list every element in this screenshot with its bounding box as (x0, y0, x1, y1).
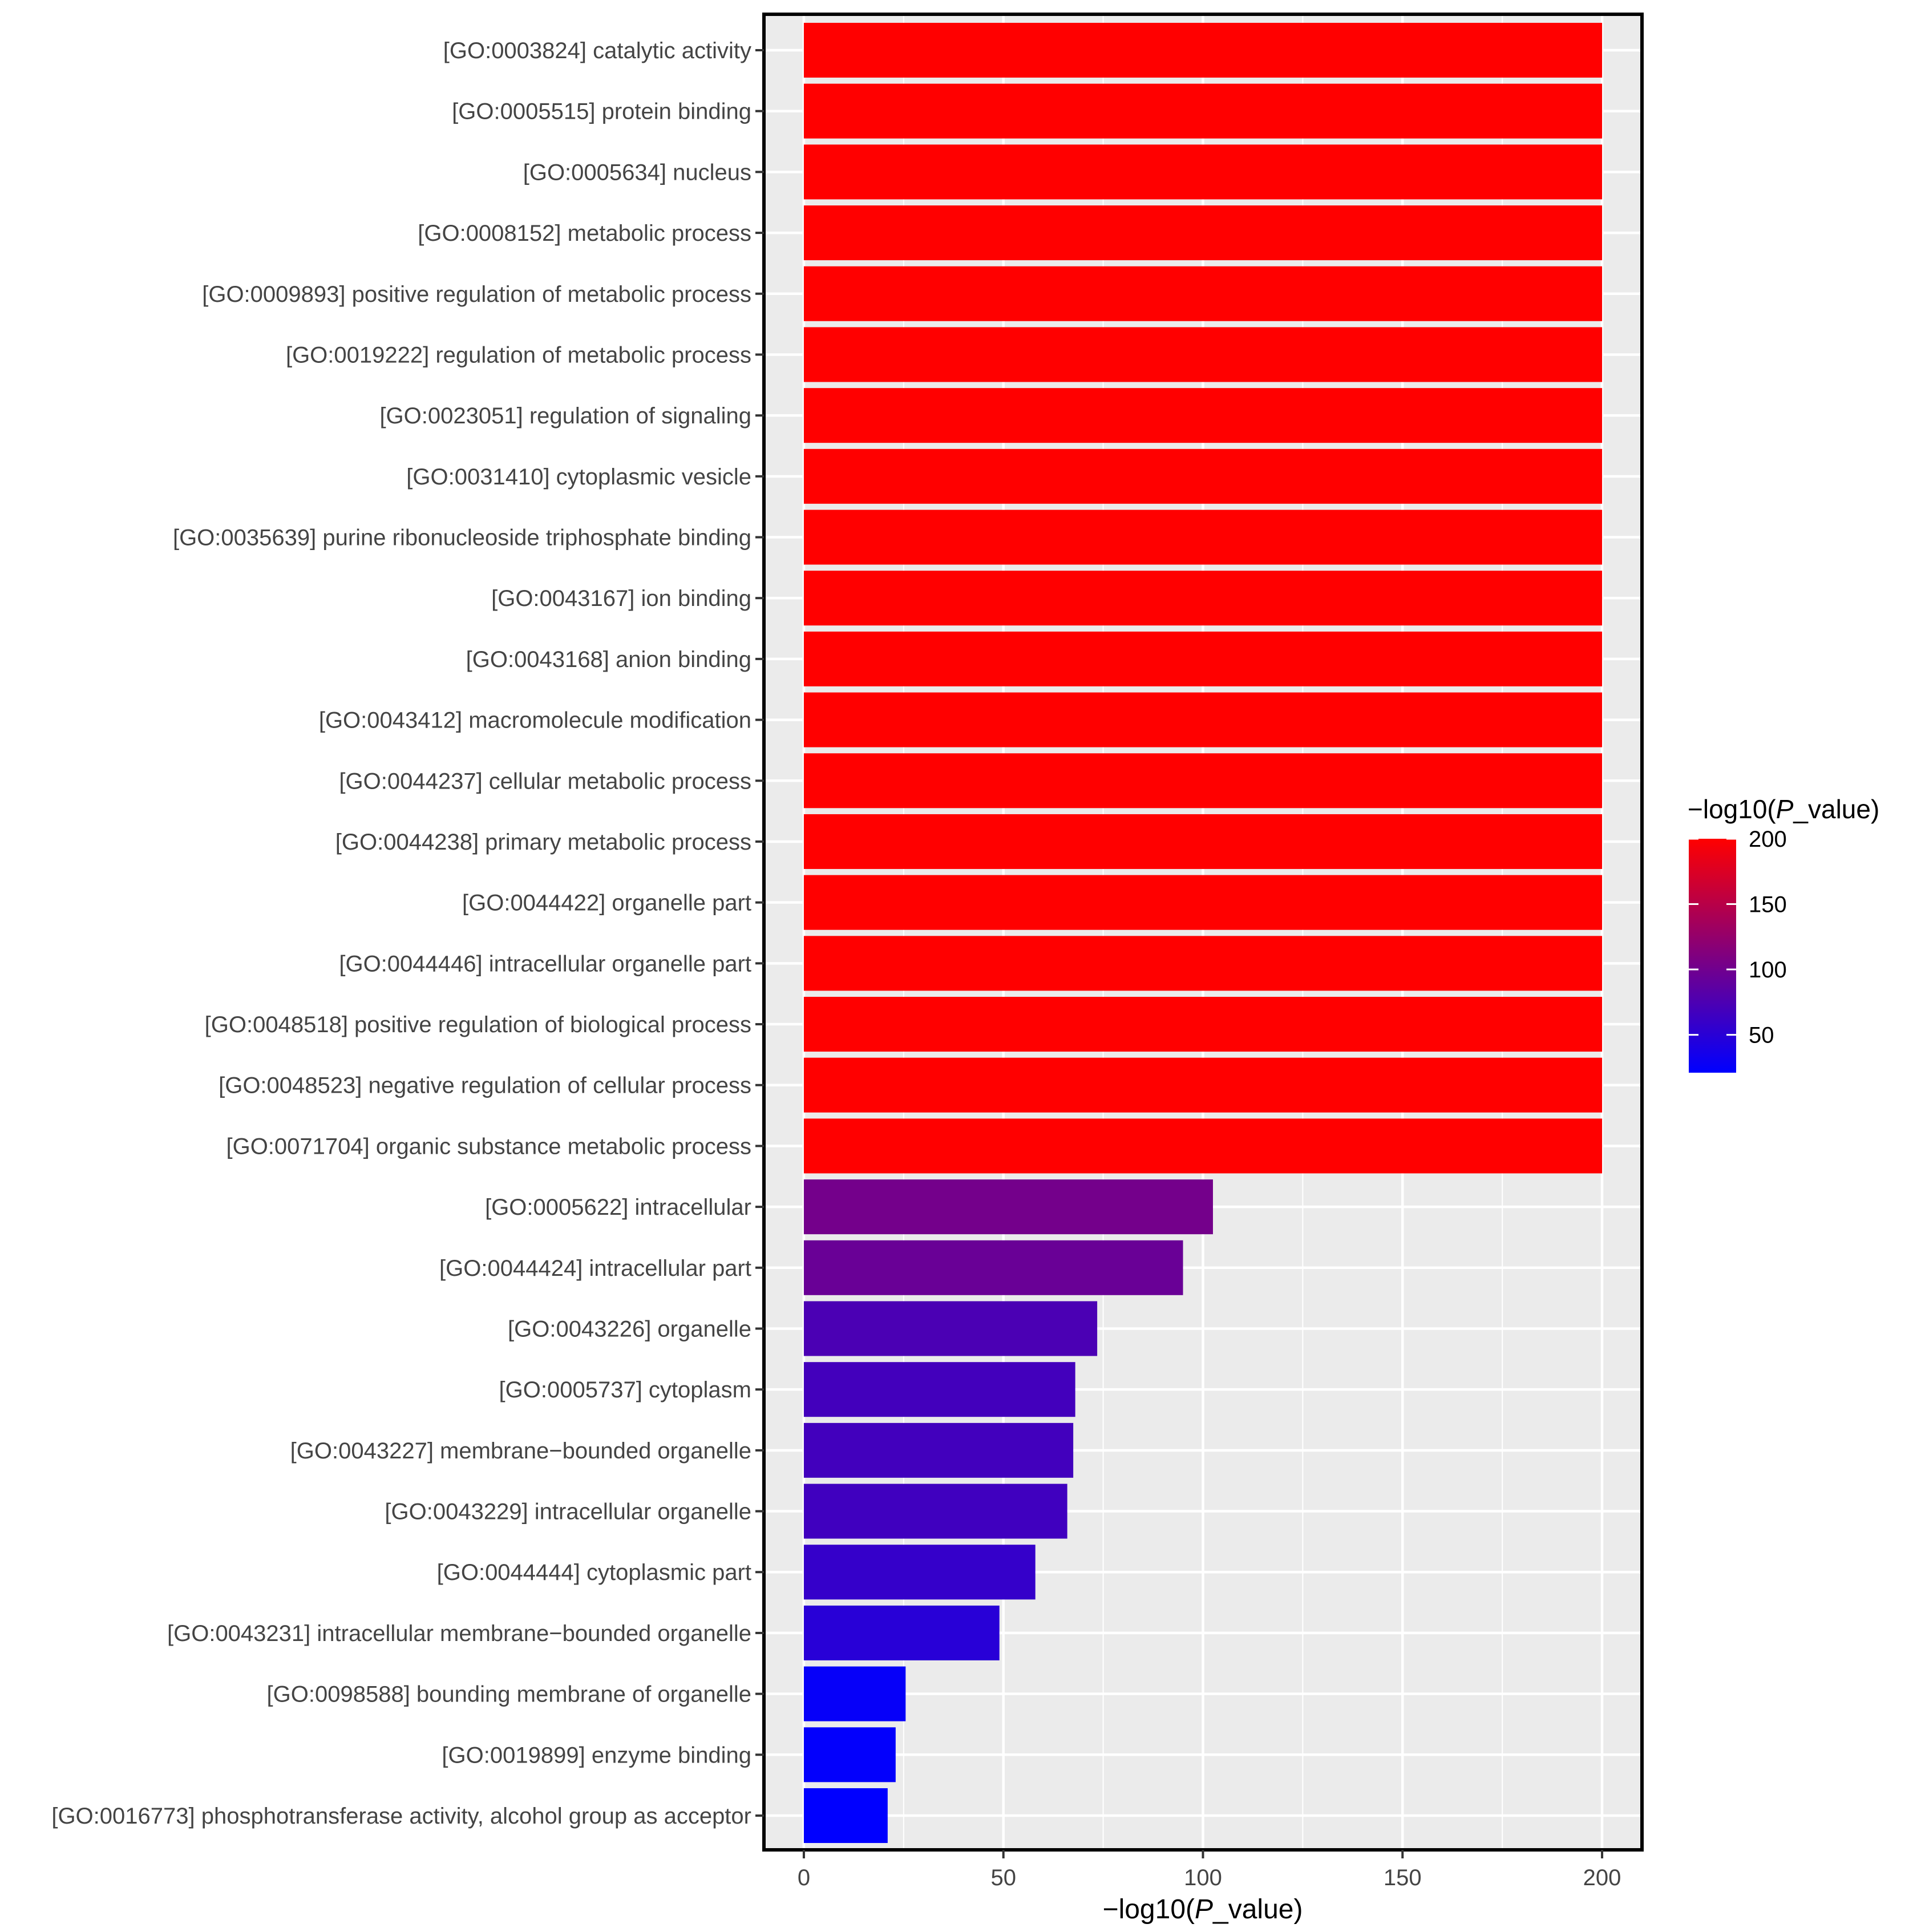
y-axis: [GO:0003824] catalytic activity [GO:00055… (51, 38, 764, 1829)
y-tick-label: [GO:0031410] cytoplasmic vesicle (406, 464, 751, 490)
bar (803, 1362, 1075, 1417)
bar (803, 1788, 888, 1844)
x-tick-label: 100 (1184, 1865, 1222, 1890)
legend-title: −log10(P_value) (1688, 794, 1879, 824)
y-tick-label: [GO:0043229] intracellular organelle (385, 1499, 751, 1525)
bar (803, 571, 1603, 626)
bar (803, 997, 1603, 1052)
bar (803, 388, 1603, 443)
legend-break-label: 200 (1749, 827, 1787, 852)
bar (803, 1057, 1603, 1113)
y-tick-label: [GO:0035639] purine ribonucleoside triph… (173, 526, 751, 551)
y-tick-label: [GO:0071704] organic substance metabolic… (226, 1134, 751, 1159)
color-legend: −log10(P_value) 200 150 100 50 (1688, 794, 1879, 1073)
bar (803, 205, 1603, 261)
y-tick-label: [GO:0019222] regulation of metabolic pro… (286, 342, 751, 367)
bar (803, 266, 1603, 321)
y-tick-label: [GO:0008152] metabolic process (418, 221, 751, 246)
bar (803, 875, 1603, 930)
y-tick-label: [GO:0044237] cellular metabolic process (339, 769, 751, 794)
y-tick-label: [GO:0043226] organelle (508, 1316, 751, 1341)
y-tick-label: [GO:0043412] macromolecule modification (319, 708, 751, 733)
bars-layer (803, 22, 1603, 1844)
bar (803, 1605, 1000, 1660)
bar (803, 692, 1603, 747)
bar (803, 448, 1603, 504)
y-tick-label: [GO:0048518] positive regulation of biol… (205, 1012, 751, 1037)
x-axis: 0 50 100 150 200 (798, 1850, 1621, 1890)
x-tick-label: 200 (1583, 1865, 1621, 1890)
y-tick-label: [GO:0019899] enzyme binding (442, 1743, 751, 1768)
bar (803, 144, 1603, 200)
bar (803, 22, 1603, 78)
bar (803, 1484, 1067, 1539)
y-tick-label: [GO:0043227] membrane−bounded organelle (290, 1438, 751, 1464)
bar (803, 1179, 1213, 1235)
bar (803, 1666, 906, 1721)
y-tick-label: [GO:0044446] intracellular organelle par… (339, 951, 751, 976)
legend-breaks: 200 150 100 50 (1689, 827, 1787, 1048)
x-axis-title: −log10(P_value) (1103, 1894, 1303, 1925)
legend-break-label: 150 (1749, 892, 1787, 918)
y-tick-label: [GO:0043231] intracellular membrane−boun… (167, 1621, 751, 1646)
bar (803, 1545, 1036, 1600)
bar (803, 83, 1603, 139)
legend-break-label: 100 (1749, 957, 1787, 983)
bar (803, 1301, 1098, 1356)
bar (803, 814, 1603, 869)
y-tick-label: [GO:0044422] organelle part (462, 891, 751, 916)
bar (803, 1118, 1603, 1174)
y-tick-label: [GO:0023051] regulation of signaling (379, 403, 751, 429)
y-tick-label: [GO:0043167] ion binding (491, 586, 751, 611)
y-tick-label: [GO:0044238] primary metabolic process (335, 830, 751, 855)
bar (803, 631, 1603, 686)
x-tick-label: 0 (798, 1865, 810, 1890)
bar (803, 510, 1603, 565)
y-tick-label: [GO:0009893] positive regulation of meta… (202, 282, 751, 307)
bar (803, 753, 1603, 809)
bar (803, 1727, 896, 1783)
bar (803, 1240, 1183, 1295)
y-tick-label: [GO:0005622] intracellular (485, 1195, 751, 1220)
y-tick-label: [GO:0003824] catalytic activity (443, 38, 751, 63)
y-tick-label: [GO:0016773] phosphotransferase activity… (51, 1804, 751, 1829)
y-tick-label: [GO:0005634] nucleus (523, 160, 751, 185)
x-tick-label: 50 (990, 1865, 1016, 1890)
y-tick-label: [GO:0048523] negative regulation of cell… (219, 1073, 751, 1098)
y-tick-label: [GO:0044444] cytoplasmic part (437, 1560, 751, 1585)
bar (803, 1422, 1074, 1478)
bar (803, 936, 1603, 991)
y-tick-label: [GO:0005737] cytoplasm (499, 1377, 751, 1402)
legend-colorbar (1689, 839, 1736, 1073)
y-tick-label: [GO:0044424] intracellular part (439, 1256, 751, 1281)
legend-break-label: 50 (1749, 1023, 1774, 1048)
bar (803, 327, 1603, 382)
x-tick-label: 150 (1384, 1865, 1422, 1890)
y-tick-label: [GO:0005515] protein binding (452, 99, 751, 124)
y-tick-label: [GO:0098588] bounding membrane of organe… (267, 1682, 751, 1707)
y-tick-label: [GO:0043168] anion binding (466, 647, 751, 672)
